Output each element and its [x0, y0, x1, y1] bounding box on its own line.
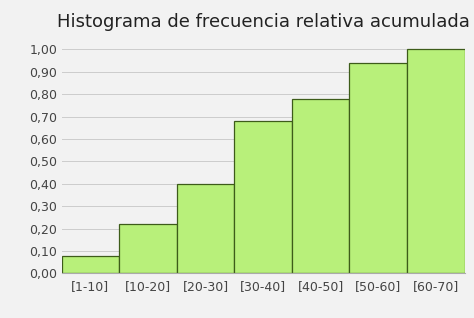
Bar — [234, 121, 292, 273]
Bar — [292, 99, 349, 273]
Bar — [119, 224, 177, 273]
Bar — [349, 63, 407, 273]
Bar — [62, 256, 119, 273]
Title: Histograma de frecuencia relativa acumulada: Histograma de frecuencia relativa acumul… — [56, 13, 470, 31]
Bar — [177, 184, 234, 273]
Bar — [407, 49, 465, 273]
